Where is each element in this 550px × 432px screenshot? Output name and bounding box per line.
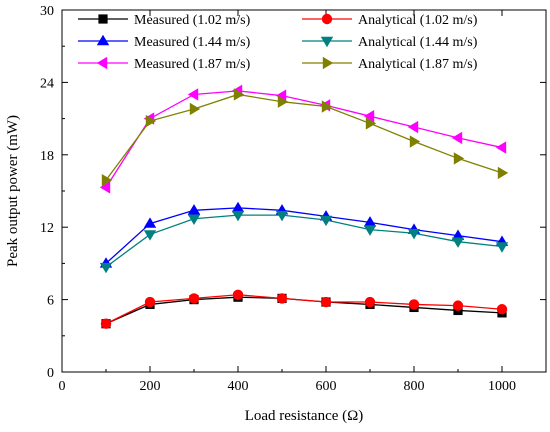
data-point [143,230,157,241]
legend-label: Measured (1.87 m/s) [134,57,251,72]
data-point [497,166,509,180]
series-line [105,294,503,325]
data-point [187,88,199,101]
data-point [452,300,464,311]
legend-label: Measured (1.44 m/s) [134,35,251,50]
data-point [320,296,332,308]
series-layer [99,84,509,329]
data-point [451,131,463,145]
x-tick-label: 400 [228,379,249,394]
legend-item: Measured (1.87 m/s) [78,56,251,72]
data-point [275,210,289,222]
data-point [363,109,375,123]
y-tick-label: 24 [40,76,54,91]
y-axis-label: Peak output power (mW) [5,115,21,267]
data-point [363,216,377,227]
y-tick-label: 12 [40,221,54,236]
legend-marker [96,34,110,46]
data-point [233,88,245,101]
legend-item: Analytical (1.02 m/s) [302,13,478,28]
legend-item: Analytical (1.44 m/s) [302,35,478,50]
data-point [231,201,245,213]
data-point [276,293,288,304]
y-axis: 0 6 12 18 24 30 [40,4,546,381]
data-point [365,117,377,130]
legend-marker [321,13,333,25]
legend-label: Analytical (1.02 m/s) [358,13,478,28]
data-point [319,215,333,227]
data-point [232,289,244,300]
series-6 [101,88,509,187]
data-point [275,89,287,102]
series-line [105,207,503,264]
series-5 [99,84,507,194]
x-tick-label: 600 [316,379,337,394]
legend-label: Analytical (1.87 m/s) [358,57,478,72]
data-point [277,95,289,108]
data-point [451,229,465,240]
legend: Measured (1.02 m/s) Analytical (1.02 m/s)… [78,13,478,72]
data-point [143,217,157,228]
data-point [100,318,112,329]
data-point [231,210,245,222]
data-point [145,114,157,128]
data-point [495,141,507,154]
legend-marker [322,56,334,70]
legend-marker [320,36,334,48]
data-point [99,181,111,194]
data-point [187,214,201,225]
data-point [407,229,421,240]
legend-marker [96,56,108,70]
data-point [99,262,113,274]
data-point [144,296,156,308]
data-point [408,299,420,310]
y-tick-label: 6 [47,294,54,309]
legend-item: Measured (1.02 m/s) [78,13,251,28]
data-point [409,135,421,148]
x-tick-label: 200 [140,379,161,394]
series-line [105,93,503,181]
series-2 [100,289,508,329]
legend-item: Analytical (1.87 m/s) [302,56,478,72]
data-point [364,296,376,308]
data-point [496,304,508,315]
series-line [105,90,503,188]
x-tick-label: 0 [59,379,66,394]
y-tick-label: 0 [47,366,54,381]
data-point [189,102,201,116]
data-point [321,100,333,113]
series-1 [101,292,507,329]
x-axis: 0 200 400 600 800 1000 [59,10,516,394]
data-point [363,225,377,236]
data-point [495,242,509,253]
data-point [407,120,419,134]
data-point [453,152,465,165]
legend-item: Measured (1.44 m/s) [78,34,251,50]
series-3 [99,201,509,268]
y-tick-label: 30 [40,4,54,19]
series-line [105,214,503,268]
series-4 [99,210,509,274]
data-point [451,237,465,248]
data-point [101,173,113,187]
x-tick-label: 800 [404,379,425,394]
legend-label: Measured (1.02 m/s) [134,13,251,28]
y-tick-label: 18 [40,149,54,164]
data-point [188,293,200,304]
legend-label: Analytical (1.44 m/s) [358,35,478,50]
x-axis-label: Load resistance (Ω) [245,408,364,424]
x-tick-label: 1000 [488,379,516,394]
data-point [187,204,201,215]
legend-marker [98,14,108,24]
